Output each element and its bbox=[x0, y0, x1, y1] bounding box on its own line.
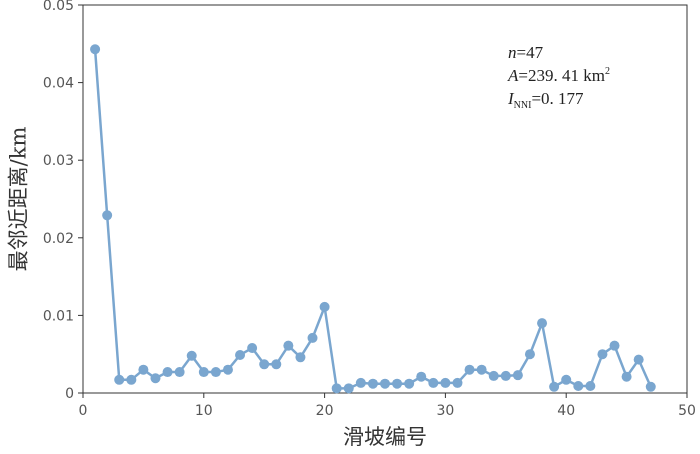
point bbox=[633, 354, 644, 365]
point bbox=[367, 378, 378, 389]
point bbox=[271, 359, 282, 370]
point bbox=[440, 377, 451, 388]
y-tick-label: 0.05 bbox=[43, 0, 74, 14]
point bbox=[573, 381, 584, 392]
annotation-subscript: NNI bbox=[514, 100, 532, 111]
point bbox=[392, 378, 403, 389]
point bbox=[597, 349, 608, 360]
point bbox=[561, 374, 572, 385]
point bbox=[126, 374, 137, 385]
point bbox=[343, 383, 354, 394]
point bbox=[102, 210, 113, 221]
x-axis-label: 滑坡编号 bbox=[343, 425, 427, 449]
point bbox=[247, 342, 258, 353]
x-tick-label: 20 bbox=[316, 403, 334, 419]
y-tick-label: 0.02 bbox=[43, 231, 74, 247]
x-tick-label: 10 bbox=[195, 403, 213, 419]
point bbox=[464, 364, 475, 375]
point bbox=[186, 350, 197, 361]
point bbox=[404, 378, 415, 389]
point bbox=[609, 340, 620, 351]
point bbox=[488, 370, 499, 381]
x-tick-label: 30 bbox=[436, 403, 454, 419]
point bbox=[138, 364, 149, 375]
point bbox=[259, 359, 270, 370]
y-tick-label: 0.01 bbox=[43, 308, 74, 324]
annotation-superscript: 2 bbox=[605, 66, 610, 77]
y-tick-label: 0.04 bbox=[43, 76, 74, 92]
y-tick-label: 0 bbox=[65, 386, 74, 402]
x-tick-label: 50 bbox=[678, 403, 696, 419]
annotation-text: =47 bbox=[517, 43, 544, 62]
point bbox=[222, 364, 233, 375]
point bbox=[428, 377, 439, 388]
point bbox=[90, 44, 101, 55]
annotation: INNI=0. 177 bbox=[507, 89, 584, 111]
point bbox=[174, 367, 185, 378]
x-tick-label: 0 bbox=[79, 403, 88, 419]
point bbox=[549, 381, 560, 392]
point bbox=[512, 370, 523, 381]
plot-frame bbox=[82, 4, 688, 394]
point bbox=[585, 381, 596, 392]
point bbox=[416, 371, 427, 382]
annotation: A=239. 41 km2 bbox=[507, 66, 610, 85]
point bbox=[524, 349, 535, 360]
point bbox=[319, 301, 330, 312]
point bbox=[210, 367, 221, 378]
annotation-symbol: A bbox=[507, 66, 519, 85]
point bbox=[476, 364, 487, 375]
point bbox=[331, 383, 342, 394]
y-axis-label: 最邻近距离/km bbox=[7, 127, 31, 272]
y-tick-label: 0.03 bbox=[43, 153, 74, 169]
annotation-text: =0. 177 bbox=[531, 89, 584, 108]
point bbox=[452, 377, 463, 388]
point bbox=[307, 332, 318, 343]
point bbox=[645, 381, 656, 392]
point bbox=[500, 370, 511, 381]
point bbox=[283, 340, 294, 351]
point bbox=[198, 367, 209, 378]
annotation-text: =239. 41 km bbox=[518, 66, 605, 85]
point bbox=[537, 318, 548, 329]
point bbox=[150, 373, 161, 384]
point bbox=[235, 349, 246, 360]
point bbox=[295, 352, 306, 363]
point bbox=[162, 367, 173, 378]
point bbox=[380, 378, 390, 389]
point bbox=[355, 377, 366, 388]
point bbox=[114, 374, 125, 385]
annotation-symbol: I bbox=[507, 89, 515, 108]
annotation-symbol: n bbox=[508, 43, 517, 62]
x-tick-label: 40 bbox=[557, 403, 575, 419]
point bbox=[621, 371, 632, 382]
annotation: n=47 bbox=[508, 43, 544, 62]
